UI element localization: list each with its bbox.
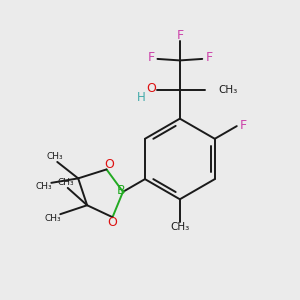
Text: F: F bbox=[240, 119, 247, 132]
Text: H: H bbox=[137, 91, 146, 104]
Text: F: F bbox=[176, 28, 183, 41]
Text: CH₃: CH₃ bbox=[46, 152, 63, 161]
Text: F: F bbox=[205, 51, 212, 64]
Text: CH₃: CH₃ bbox=[170, 222, 190, 232]
Text: F: F bbox=[147, 51, 155, 64]
Text: O: O bbox=[104, 158, 114, 170]
Text: O: O bbox=[146, 82, 156, 95]
Text: CH₃: CH₃ bbox=[44, 214, 61, 224]
Text: CH₃: CH₃ bbox=[35, 182, 52, 191]
Text: B: B bbox=[117, 184, 126, 197]
Text: O: O bbox=[107, 216, 117, 229]
Text: CH₃: CH₃ bbox=[57, 178, 74, 187]
Text: CH₃: CH₃ bbox=[219, 85, 238, 95]
